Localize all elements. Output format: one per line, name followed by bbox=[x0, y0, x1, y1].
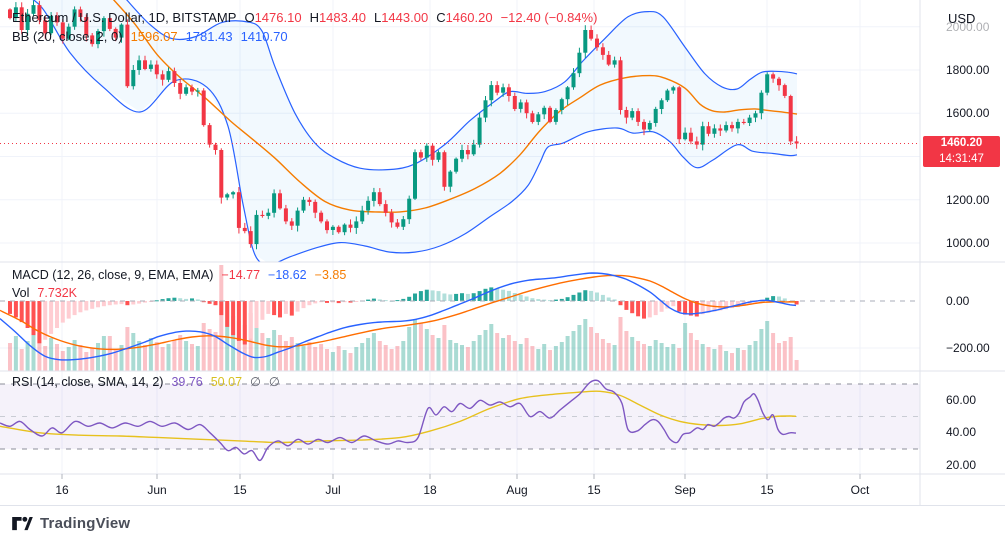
symbol-title: Ethereum / U.S. Dollar, 1D, BITSTAMP bbox=[12, 9, 237, 25]
open-label: O bbox=[244, 9, 255, 25]
bb-lower-value: 1410.70 bbox=[240, 28, 288, 44]
macd-line-value: −18.62 bbox=[268, 268, 307, 282]
macd-signal-value: −3.85 bbox=[314, 268, 347, 282]
time-axis-label: 15 bbox=[233, 483, 247, 497]
macd-histogram-value: −14.77 bbox=[221, 268, 261, 282]
low-label: L bbox=[373, 9, 382, 25]
volume-series bbox=[8, 265, 799, 371]
currency-label[interactable]: USD bbox=[948, 11, 976, 26]
close-value: 1460.20 bbox=[445, 9, 493, 25]
symbol-legend[interactable]: Ethereum / U.S. Dollar, 1D, BITSTAMP O 14… bbox=[12, 8, 597, 27]
rsi-label: RSI (14, close, SMA, 14, 2) bbox=[12, 375, 164, 389]
volume-label: Vol bbox=[12, 286, 30, 300]
bb-label: BB (20, close, 2, 0) bbox=[12, 28, 123, 44]
change-value: −12.40 (−0.84%) bbox=[500, 9, 598, 25]
time-axis-label: 18 bbox=[423, 483, 437, 497]
rsi-pane-legend: RSI (14, close, SMA, 14, 2) 39.76 50.07 … bbox=[12, 373, 280, 391]
low-value: 1443.00 bbox=[381, 9, 429, 25]
volume-legend-row[interactable]: Vol 7.732K bbox=[12, 284, 346, 302]
macd-pane-legend: MACD (12, 26, close, 9, EMA, EMA) −14.77… bbox=[12, 266, 346, 302]
bottom-toolbar: TradingView bbox=[0, 505, 1005, 540]
svg-text:0.00: 0.00 bbox=[946, 294, 970, 308]
open-value: 1476.10 bbox=[254, 9, 302, 25]
tradingview-brand[interactable]: TradingView bbox=[40, 514, 131, 532]
high-value: 1483.40 bbox=[318, 9, 366, 25]
close-label: C bbox=[436, 9, 446, 25]
rsi-upper-band-value: ∅ bbox=[250, 375, 261, 389]
rsi-legend-row[interactable]: RSI (14, close, SMA, 14, 2) 39.76 50.07 … bbox=[12, 373, 280, 391]
rsi-pane bbox=[0, 383, 920, 450]
time-axis-label: 15 bbox=[587, 483, 601, 497]
time-axis-label: Jul bbox=[325, 483, 340, 497]
macd-legend-row[interactable]: MACD (12, 26, close, 9, EMA, EMA) −14.77… bbox=[12, 266, 346, 284]
pane-separators bbox=[0, 0, 1005, 505]
svg-text:1600.00: 1600.00 bbox=[946, 106, 990, 120]
bb-basis-value: 1596.07 bbox=[130, 28, 178, 44]
tradingview-logo-icon[interactable] bbox=[12, 516, 33, 531]
bb-upper-value: 1781.43 bbox=[185, 28, 233, 44]
svg-text:2000.00: 2000.00 bbox=[946, 20, 990, 34]
macd-label: MACD (12, 26, close, 9, EMA, EMA) bbox=[12, 268, 214, 282]
rsi-lines bbox=[0, 379, 797, 462]
high-label: H bbox=[309, 9, 319, 25]
volume-value: 7.732K bbox=[37, 286, 78, 300]
time-axis-label: Sep bbox=[674, 483, 696, 497]
price-axis-labels[interactable]: 2000.00 1800.00 1600.00 1200.00 1000.00 0.00 −… bbox=[946, 20, 990, 472]
rsi-sma-value: 50.07 bbox=[210, 375, 243, 389]
rsi-value: 39.76 bbox=[171, 375, 203, 389]
time-axis-label: 16 bbox=[55, 483, 69, 497]
time-axis-label: Aug bbox=[506, 483, 527, 497]
time-axis-label: 15 bbox=[760, 483, 774, 497]
time-axis-label: Oct bbox=[851, 483, 870, 497]
rsi-lower-band-value: ∅ bbox=[268, 375, 280, 389]
svg-text:40.00: 40.00 bbox=[946, 425, 976, 439]
svg-text:1000.00: 1000.00 bbox=[946, 236, 990, 250]
last-price-badge: 1460.20 14:31:47 bbox=[923, 136, 1000, 167]
bb-legend[interactable]: BB (20, close, 2, 0) 1596.07 1781.43 141… bbox=[12, 27, 597, 46]
time-axis-labels[interactable]: 16 Jun 15 Jul 18 Aug 15 Sep 15 Oct bbox=[55, 474, 870, 497]
time-axis-label: Jun bbox=[147, 483, 166, 497]
svg-text:−200.00: −200.00 bbox=[946, 341, 990, 355]
bar-countdown: 14:31:47 bbox=[939, 152, 984, 165]
macd-lines bbox=[0, 272, 797, 361]
price-pane-legend: Ethereum / U.S. Dollar, 1D, BITSTAMP O 14… bbox=[12, 8, 597, 46]
candlestick-series bbox=[8, 0, 799, 250]
time-gridlines bbox=[61, 0, 861, 474]
svg-text:1200.00: 1200.00 bbox=[946, 193, 990, 207]
last-price-value: 1460.20 bbox=[940, 137, 983, 149]
svg-text:1800.00: 1800.00 bbox=[946, 63, 990, 77]
svg-text:20.00: 20.00 bbox=[946, 458, 976, 472]
svg-text:60.00: 60.00 bbox=[946, 393, 976, 407]
